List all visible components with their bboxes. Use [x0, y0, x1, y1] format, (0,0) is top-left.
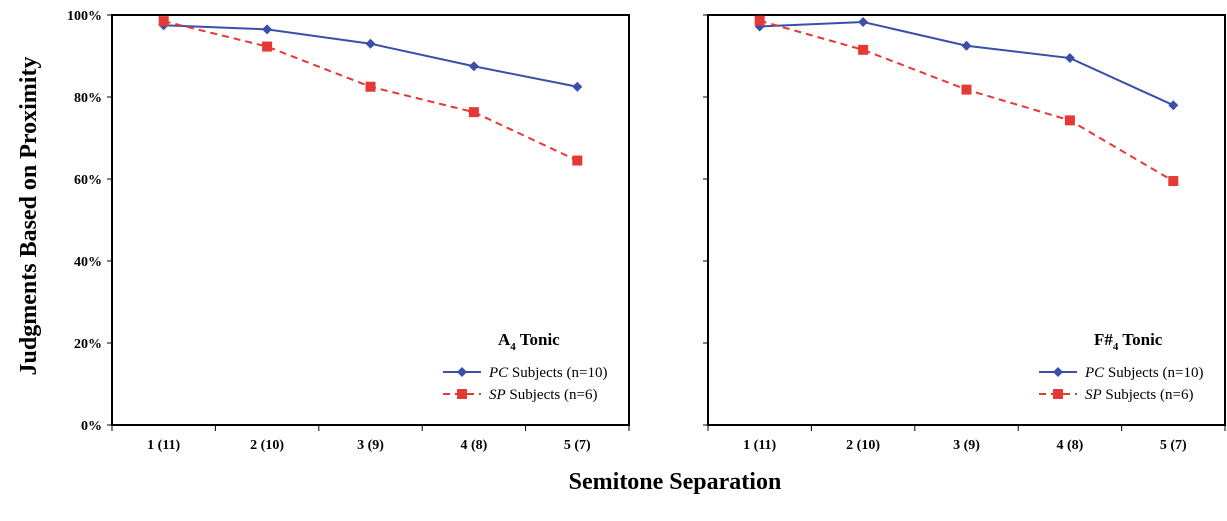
panel-title: A4 Tonic: [498, 330, 560, 353]
x-tick-label: 4 (8): [1056, 438, 1083, 453]
data-point: [365, 81, 376, 92]
panel-title-sub: 4: [510, 341, 516, 353]
y-tick-label: 60%: [74, 173, 102, 188]
x-tick-label: 1 (11): [743, 438, 776, 453]
x-tick-label: 2 (10): [250, 438, 284, 453]
panel-title-sub: 4: [1113, 341, 1119, 353]
x-axis-title: Semitone Separation: [569, 469, 782, 495]
y-tick-label: 40%: [74, 255, 102, 270]
y-axis-title: Judgments Based on Proximity: [16, 57, 42, 376]
legend-label: PC Subjects (n=10): [1084, 365, 1203, 381]
legend-entry-sp: SP Subjects (n=6): [1039, 387, 1193, 403]
data-point: [961, 84, 972, 95]
legend-label: PC Subjects (n=10): [488, 365, 607, 381]
x-tick-label: 5 (7): [1160, 438, 1187, 453]
y-tick-label: 100%: [67, 9, 102, 24]
legend-label-italic: SP: [1085, 387, 1102, 403]
data-point: [158, 16, 169, 27]
panel-title-main: A: [498, 330, 511, 349]
data-point: [572, 81, 583, 92]
x-tick-label: 3 (9): [953, 438, 980, 453]
legend-entry-sp: SP Subjects (n=6): [443, 387, 597, 403]
y-tick-label: 20%: [74, 337, 102, 352]
legend-entry-pc: PC Subjects (n=10): [443, 365, 607, 381]
legend-marker: [1053, 367, 1063, 377]
data-point: [754, 15, 765, 26]
data-point: [1064, 53, 1075, 64]
legend-marker: [457, 367, 467, 377]
data-point: [1168, 176, 1179, 187]
panel-2: 1 (11) 2 (10) 3 (9) 4 (8) 5 (7) F#4 Tonic PC S…: [703, 14, 1226, 453]
legend-entry-pc: PC Subjects (n=10): [1039, 365, 1203, 381]
legend-label-rest: Subjects (n=10): [1104, 365, 1203, 381]
legend-marker: [457, 389, 467, 399]
x-tick-label: 1 (11): [147, 438, 180, 453]
legend-label-rest: Subjects (n=10): [508, 365, 607, 381]
legend-label-rest: Subjects (n=6): [506, 387, 598, 403]
x-tick-label: 3 (9): [357, 438, 384, 453]
legend-label-italic: SP: [489, 387, 506, 403]
panel-1: 0% 20% 40% 60% 80% 100% 1 (11) 2 (10) 3 (9) 4 (8)…: [67, 9, 630, 453]
plot-frame: [707, 14, 1226, 426]
data-point: [1168, 100, 1179, 111]
legend-label: SP Subjects (n=6): [489, 387, 597, 403]
series-sp: [158, 16, 583, 166]
series-pc: [158, 20, 583, 92]
x-tick-label: 5 (7): [564, 438, 591, 453]
legend-label-italic: PC: [1084, 365, 1105, 381]
legend-label-italic: PC: [488, 365, 509, 381]
panel-title-rest: Tonic: [1118, 330, 1162, 349]
y-tick-label: 80%: [74, 91, 102, 106]
x-tick-label: 2 (10): [846, 438, 880, 453]
data-point: [262, 24, 273, 35]
series-line: [163, 24, 578, 88]
plot-frame: [111, 14, 630, 426]
legend-label: SP Subjects (n=6): [1085, 387, 1193, 403]
data-point: [468, 61, 479, 72]
data-point: [572, 155, 583, 166]
data-point: [1064, 115, 1075, 126]
series-pc: [754, 16, 1179, 111]
data-point: [961, 40, 972, 51]
data-point: [365, 38, 376, 49]
legend-label-rest: Subjects (n=6): [1102, 387, 1194, 403]
panel-title-rest: Tonic: [516, 330, 560, 349]
data-point: [858, 44, 869, 55]
panel-title-main: F#: [1094, 330, 1113, 349]
data-point: [858, 16, 869, 27]
x-tick-label: 4 (8): [460, 438, 487, 453]
panel-title: F#4 Tonic: [1094, 330, 1163, 353]
y-tick-label: 0%: [81, 419, 102, 434]
series-sp: [754, 15, 1179, 187]
data-point: [262, 41, 273, 52]
legend-marker: [1053, 389, 1063, 399]
data-point: [468, 107, 479, 118]
